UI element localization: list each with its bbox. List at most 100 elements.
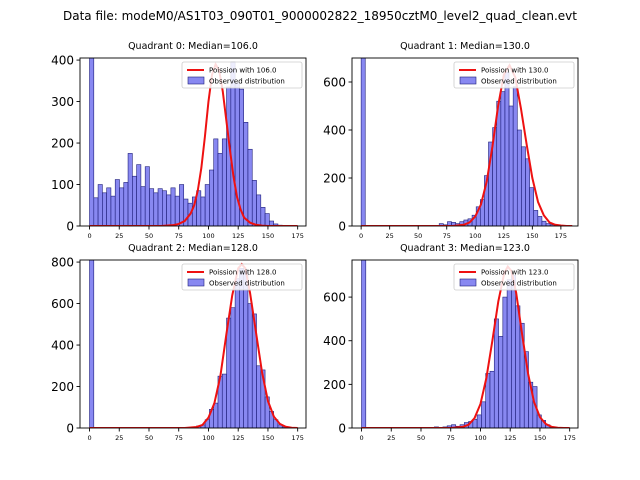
- histogram-bar: [97, 184, 103, 226]
- legend-box: [181, 263, 303, 291]
- legend-box: [453, 263, 575, 291]
- histogram-bar: [251, 180, 257, 226]
- histogram-bar: [247, 303, 253, 428]
- histogram-bar: [149, 188, 155, 226]
- y-tick-label: 300: [51, 95, 74, 109]
- histogram-bar: [213, 402, 219, 428]
- histogram-bar: [140, 186, 146, 226]
- histogram-bar: [174, 195, 180, 226]
- histogram-bar: [489, 370, 495, 428]
- histogram-bar: [515, 305, 521, 428]
- x-tick-label: 50: [417, 434, 425, 442]
- histogram-bar: [132, 175, 137, 226]
- x-tick-label: 50: [414, 232, 422, 240]
- x-tick-label: 50: [145, 232, 153, 240]
- y-tick-label: 0: [338, 422, 346, 436]
- histogram-bar: [260, 207, 266, 226]
- legend: Poission with 123.0 Observed distribution: [453, 263, 575, 291]
- x-tick-label: 25: [115, 434, 123, 442]
- histogram-bar: [106, 187, 112, 226]
- histogram-bar: [525, 158, 530, 226]
- histogram-bar: [504, 72, 510, 226]
- histogram-bar: [162, 190, 167, 226]
- x-tick-label: 175: [563, 434, 575, 442]
- y-tick-label: 600: [323, 76, 346, 90]
- histogram-bar: [119, 187, 125, 226]
- histogram-bar: [247, 148, 253, 226]
- histogram-bar: [102, 192, 107, 226]
- histogram-bar: [521, 146, 526, 226]
- histogram-bar: [256, 194, 262, 226]
- histogram-bar: [213, 138, 219, 226]
- histogram-bar: [502, 296, 508, 428]
- y-tick-label: 600: [51, 297, 74, 311]
- x-tick-label: 125: [232, 434, 244, 442]
- x-tick-label: 100: [474, 434, 486, 442]
- histogram-bar: [264, 213, 270, 226]
- y-tick-label: 100: [51, 178, 74, 192]
- histogram-bar: [476, 414, 482, 428]
- histogram-bar: [89, 58, 95, 226]
- axes-frame: [351, 259, 579, 429]
- y-tick-label: 200: [51, 380, 74, 394]
- axes-title: Quadrant 2: Median=128.0: [128, 243, 258, 254]
- y-tick-label: 600: [323, 291, 346, 305]
- legend-bar-label: Observed distribution: [481, 280, 557, 288]
- subplot-quadrant-1: Quadrant 1: Median=130.0 0 200 400 600 0 25 50 7…: [323, 41, 579, 240]
- y-tick-label: 400: [51, 54, 74, 68]
- histogram-bar: [506, 279, 512, 428]
- histogram-bar: [511, 274, 516, 428]
- legend-box: [181, 61, 303, 89]
- histogram-bar: [508, 105, 514, 226]
- histogram-bar: [234, 278, 240, 428]
- legend-bar-swatch: [459, 278, 477, 287]
- histogram-bar: [496, 100, 502, 226]
- histogram-bar: [136, 164, 142, 226]
- figure-suptitle: Data file: modeM0/AS1T03_090T01_90000028…: [63, 9, 577, 23]
- x-tick-label: 100: [202, 434, 214, 442]
- x-tick-label: 150: [534, 434, 546, 442]
- x-tick-label: 75: [175, 232, 183, 240]
- histogram-bar: [217, 153, 223, 226]
- y-tick-label: 400: [51, 339, 74, 353]
- y-tick-label: 400: [323, 334, 346, 348]
- x-tick-label: 25: [115, 232, 123, 240]
- y-tick-label: 400: [323, 124, 346, 138]
- histogram-bar: [269, 220, 274, 226]
- legend-line-label: Poission with 106.0: [209, 67, 277, 75]
- x-tick-label: 100: [202, 232, 214, 240]
- plot-area: [89, 58, 298, 226]
- legend: Poission with 130.0 Observed distribution: [453, 61, 575, 89]
- histogram-bar: [243, 122, 249, 226]
- x-tick-label: 0: [359, 232, 363, 240]
- axes-frame: [79, 57, 307, 227]
- histogram-bar: [256, 365, 262, 428]
- histogram-bar: [144, 166, 150, 226]
- legend-line-label: Poission with 128.0: [209, 269, 277, 277]
- x-tick-label: 175: [291, 434, 303, 442]
- histogram-bar: [127, 153, 133, 226]
- histogram-bar: [209, 169, 214, 226]
- x-tick-label: 75: [447, 434, 455, 442]
- histogram-bar: [541, 220, 547, 226]
- histogram-bar: [89, 260, 95, 428]
- x-tick-label: 100: [469, 232, 481, 240]
- histogram-bar: [239, 267, 244, 428]
- x-tick-label: 50: [145, 434, 153, 442]
- x-tick-label: 75: [175, 434, 183, 442]
- histogram-bar: [537, 216, 543, 226]
- histogram-bar: [166, 194, 172, 226]
- histogram-bar: [533, 210, 539, 226]
- y-tick-label: 200: [323, 172, 346, 186]
- x-tick-label: 150: [262, 434, 274, 442]
- y-tick-label: 0: [66, 220, 74, 234]
- legend: Poission with 128.0 Observed distribution: [181, 263, 303, 291]
- histogram-bar: [360, 58, 366, 226]
- histogram-bar: [114, 179, 120, 226]
- y-tick-label: 0: [338, 220, 346, 234]
- x-tick-label: 125: [232, 232, 244, 240]
- histogram-bar: [179, 184, 185, 226]
- axes-title: Quadrant 0: Median=106.0: [128, 41, 258, 52]
- y-tick-label: 200: [323, 378, 346, 392]
